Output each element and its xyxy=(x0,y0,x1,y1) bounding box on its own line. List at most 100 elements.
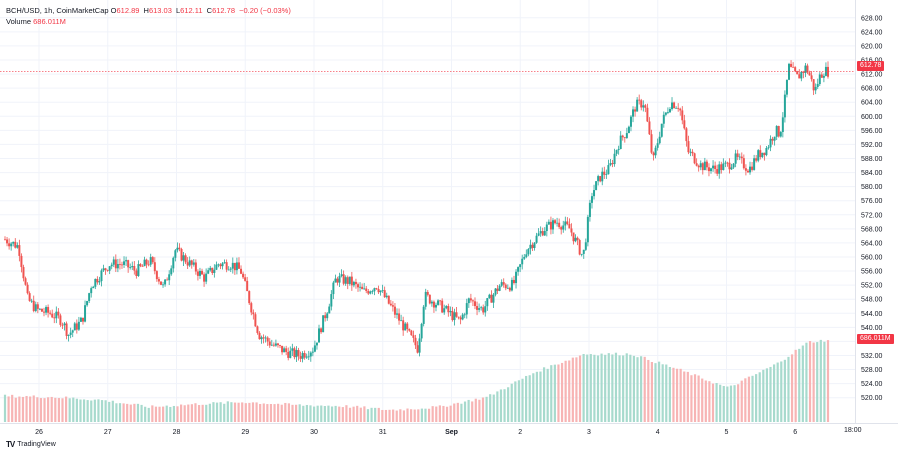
volume-bar xyxy=(492,394,495,422)
candle-body xyxy=(120,264,123,266)
candle-body xyxy=(252,312,255,315)
candle-body xyxy=(488,294,491,299)
volume-bar xyxy=(399,409,402,422)
y-tick-label: 532.00 xyxy=(861,353,883,360)
volume-bar xyxy=(32,395,35,422)
volume-bar xyxy=(420,408,423,422)
candle-body xyxy=(410,330,413,336)
candle-body xyxy=(127,260,130,268)
candle-body xyxy=(365,288,368,292)
candle-body xyxy=(432,301,435,308)
candle-body xyxy=(307,356,310,358)
candle-body xyxy=(213,269,216,273)
legend-symbol[interactable]: BCH/USD, 1h, CoinMarketCap xyxy=(6,6,109,15)
volume-bar xyxy=(427,408,431,422)
candle-body xyxy=(129,267,132,268)
volume-bar xyxy=(93,399,96,422)
candle-body xyxy=(449,310,452,313)
volume-bar xyxy=(568,360,571,422)
legend-volume-label[interactable]: Volume xyxy=(6,17,32,26)
candle-body xyxy=(344,277,347,284)
candle-body xyxy=(346,277,349,284)
volume-bar xyxy=(661,364,664,422)
candle-body xyxy=(106,269,109,271)
tradingview-icon: TV xyxy=(6,440,15,449)
x-tick-label: 31 xyxy=(379,429,387,436)
candle-body xyxy=(607,165,610,175)
candle-body xyxy=(658,136,661,144)
volume-bar xyxy=(525,375,528,422)
candle-body xyxy=(562,225,565,230)
legend-change: −0.20 (−0.03%) xyxy=(239,6,291,15)
y-tick-label: 592.00 xyxy=(861,142,883,149)
volume-bar xyxy=(413,409,416,422)
volume-bar xyxy=(154,406,158,422)
volume-bar xyxy=(445,406,449,422)
volume-bar xyxy=(521,378,524,422)
volume-bar xyxy=(578,355,582,422)
tradingview-logo[interactable]: TV TradingView xyxy=(6,440,56,449)
y-tick-label: 600.00 xyxy=(861,114,883,121)
candle-body xyxy=(18,245,21,256)
y-tick-label: 588.00 xyxy=(861,156,883,163)
volume-bar xyxy=(47,397,50,422)
candle-body xyxy=(652,152,655,156)
volume-bar xyxy=(208,403,211,422)
candle-body xyxy=(16,245,19,248)
candle-body xyxy=(515,271,518,284)
candle-body xyxy=(114,259,117,269)
volume-bar xyxy=(467,399,470,422)
volume-bar xyxy=(438,405,441,422)
candle-body xyxy=(65,323,68,336)
volume-bar xyxy=(36,397,39,422)
volume-bar xyxy=(406,408,409,422)
y-tick-label: 556.00 xyxy=(861,269,883,276)
volume-bar xyxy=(683,371,686,422)
volume-bar xyxy=(715,383,718,422)
y-axis[interactable]: 628.00624.00620.00616.00612.00608.00604.… xyxy=(861,15,883,402)
candle-body xyxy=(710,168,713,172)
candle-body xyxy=(547,221,550,225)
volume-bar xyxy=(90,400,93,422)
y-tick-label: 564.00 xyxy=(861,240,883,247)
volume-bar xyxy=(334,405,337,422)
candle-body xyxy=(525,254,528,257)
volume-bar xyxy=(147,407,150,422)
volume-bar xyxy=(287,403,291,422)
volume-bar xyxy=(647,359,650,422)
volume-bar xyxy=(582,354,585,422)
volume-bar xyxy=(180,404,183,422)
volume-bar xyxy=(435,406,438,422)
candle-body xyxy=(396,313,399,315)
candle-body xyxy=(69,332,72,335)
candle-body xyxy=(494,288,497,295)
candle-body xyxy=(324,315,327,319)
y-tick-label: 620.00 xyxy=(861,43,883,50)
candle-body xyxy=(182,255,185,261)
candle-body xyxy=(90,288,93,294)
candle-body xyxy=(568,223,571,229)
candle-body xyxy=(281,345,284,353)
volume-bar xyxy=(701,378,704,422)
candle-body xyxy=(822,75,825,78)
candle-body xyxy=(143,259,146,267)
volume-bar xyxy=(794,349,797,422)
candle-body xyxy=(112,259,115,265)
candle-body xyxy=(40,308,43,312)
candle-body xyxy=(20,255,23,268)
candle-body xyxy=(71,330,74,333)
candle-body xyxy=(256,326,259,333)
volume-bar xyxy=(25,395,28,422)
candle-body xyxy=(322,315,325,333)
candle-body xyxy=(705,161,708,168)
volume-bar xyxy=(586,354,589,422)
candle-body xyxy=(408,328,411,331)
candle-body xyxy=(621,135,624,138)
candle-body xyxy=(14,241,17,248)
candle-body xyxy=(671,102,674,110)
x-axis[interactable]: 26 27 28 29 30 31 Sep 2 3 4 5 6 xyxy=(35,429,797,436)
x-tick-label: 2 xyxy=(518,429,522,436)
y-tick-label: 584.00 xyxy=(861,170,883,177)
